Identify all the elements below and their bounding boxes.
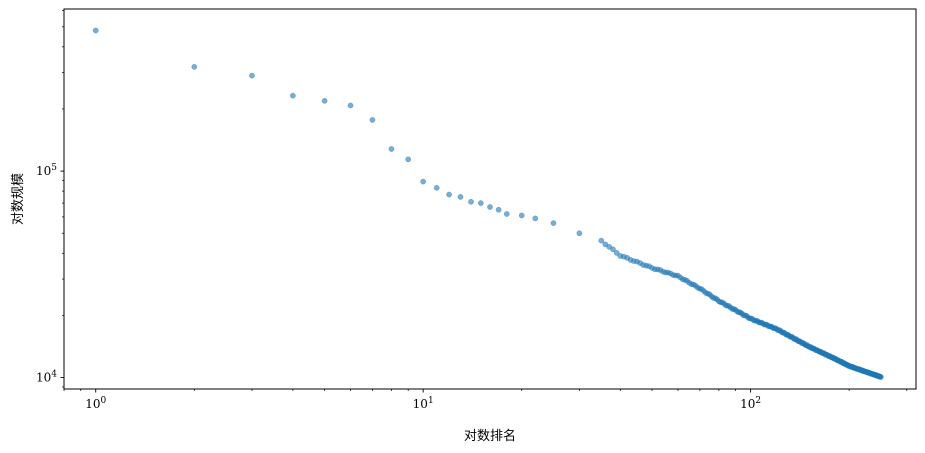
data-point bbox=[457, 194, 464, 200]
data-point bbox=[369, 117, 376, 123]
data-point bbox=[405, 156, 411, 163]
data-point bbox=[495, 206, 502, 213]
data-point bbox=[347, 102, 354, 109]
data-point bbox=[433, 185, 440, 191]
data-point bbox=[532, 215, 539, 222]
data-point bbox=[388, 146, 395, 152]
data-point bbox=[446, 191, 452, 198]
x-tick-label: 101 bbox=[413, 396, 434, 411]
data-point bbox=[92, 27, 99, 34]
x-axis-title: 对数排名 bbox=[464, 428, 516, 444]
data-point bbox=[478, 200, 484, 206]
data-point bbox=[613, 250, 620, 256]
data-point bbox=[518, 212, 525, 219]
y-tick-label: 105 bbox=[36, 163, 57, 178]
data-point bbox=[550, 220, 557, 226]
plot-frame bbox=[63, 8, 917, 390]
data-point bbox=[878, 374, 884, 380]
y-tick-label: 104 bbox=[36, 370, 57, 385]
data-point bbox=[321, 98, 328, 104]
x-tick-label: 100 bbox=[85, 396, 106, 411]
data-point bbox=[610, 246, 616, 253]
data-point bbox=[576, 230, 583, 237]
data-point bbox=[290, 92, 296, 99]
data-point bbox=[191, 64, 198, 70]
x-axis-ticks: 100 101 102 bbox=[63, 389, 908, 411]
data-point bbox=[598, 237, 605, 244]
data-points bbox=[92, 27, 884, 380]
x-tick-label: 102 bbox=[740, 396, 761, 411]
data-point bbox=[249, 72, 255, 79]
data-point bbox=[420, 178, 426, 185]
data-point bbox=[503, 211, 510, 217]
data-point bbox=[487, 204, 493, 210]
y-axis-title: 对数规模 bbox=[11, 173, 26, 225]
data-point bbox=[468, 199, 474, 205]
y-axis-ticks: 104 105 bbox=[36, 10, 64, 388]
